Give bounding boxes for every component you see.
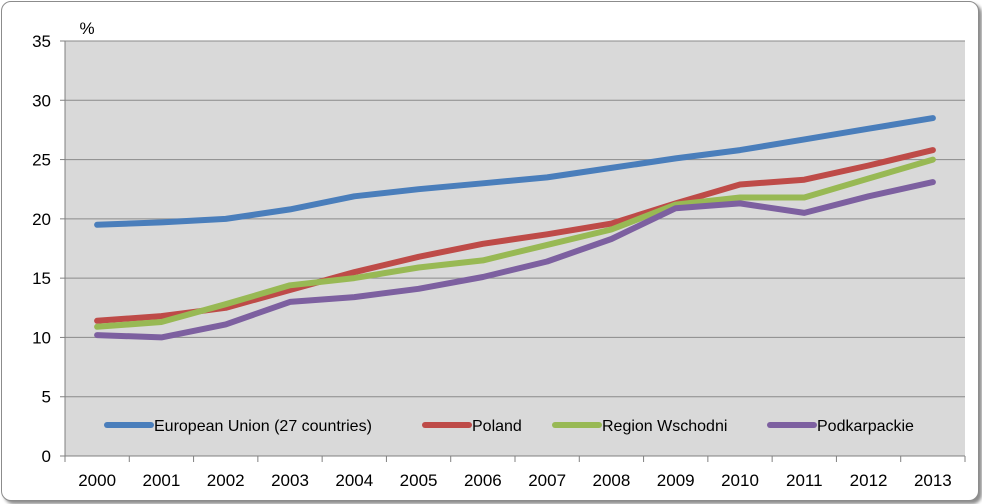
- x-tick-label: 2007: [528, 471, 566, 490]
- y-axis-label: %: [79, 19, 94, 38]
- x-tick-label: 2000: [78, 471, 116, 490]
- x-tick-label: 2002: [207, 471, 245, 490]
- y-tick-label: 15: [32, 269, 51, 288]
- legend-label: European Union (27 countries): [154, 418, 372, 435]
- x-tick-label: 2006: [464, 471, 502, 490]
- y-tick-label: 35: [32, 32, 51, 51]
- x-tick-label: 2001: [143, 471, 181, 490]
- x-tick-label: 2003: [271, 471, 309, 490]
- legend-label: Poland: [472, 418, 522, 435]
- x-tick-label: 2012: [850, 471, 888, 490]
- x-tick-label: 2008: [593, 471, 631, 490]
- y-tick-label: 10: [32, 328, 51, 347]
- y-tick-label: 20: [32, 210, 51, 229]
- series-line-2: [94, 147, 936, 324]
- x-axis-ticks: 2000 2001 2002 2003 2004 2005 2006 2007 2008 2009…: [64, 456, 966, 490]
- y-axis-ticks: 0 5 10 15 20 25 30 35: [32, 32, 65, 466]
- plot-area: [65, 41, 965, 456]
- series-line-4: [94, 179, 936, 341]
- series-line-3: [94, 156, 936, 330]
- x-tick-label: 2005: [400, 471, 438, 490]
- y-tick-label: 30: [32, 91, 51, 110]
- x-tick-label: 2011: [786, 471, 823, 490]
- series-lines: [94, 115, 936, 341]
- legend-label: Podkarpackie: [817, 418, 914, 435]
- y-tick-label: 0: [42, 447, 51, 466]
- x-tick-label: 2004: [335, 471, 373, 490]
- series-line-1: [94, 115, 936, 228]
- x-tick-label: 2013: [914, 471, 952, 490]
- legend-label: Region Wschodni: [602, 418, 727, 435]
- y-tick-label: 25: [32, 151, 51, 170]
- x-tick-label: 2009: [657, 471, 695, 490]
- y-tick-label: 5: [42, 388, 51, 407]
- x-tick-label: 2010: [721, 471, 759, 490]
- legend: European Union (27 countries) Poland Regio…: [104, 418, 914, 435]
